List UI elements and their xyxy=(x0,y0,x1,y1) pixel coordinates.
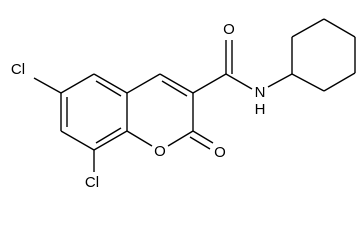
atom-label: O xyxy=(154,143,166,160)
bonds xyxy=(33,18,356,172)
atom-label: H xyxy=(255,101,266,118)
atom-label: O xyxy=(214,144,226,161)
molecule-diagram: Cl Cl O O O N H xyxy=(11,18,356,191)
atom-label: O xyxy=(223,21,235,38)
atom-label: N xyxy=(255,84,266,101)
atom-label: Cl xyxy=(85,174,99,191)
atom-label: Cl xyxy=(11,61,25,78)
